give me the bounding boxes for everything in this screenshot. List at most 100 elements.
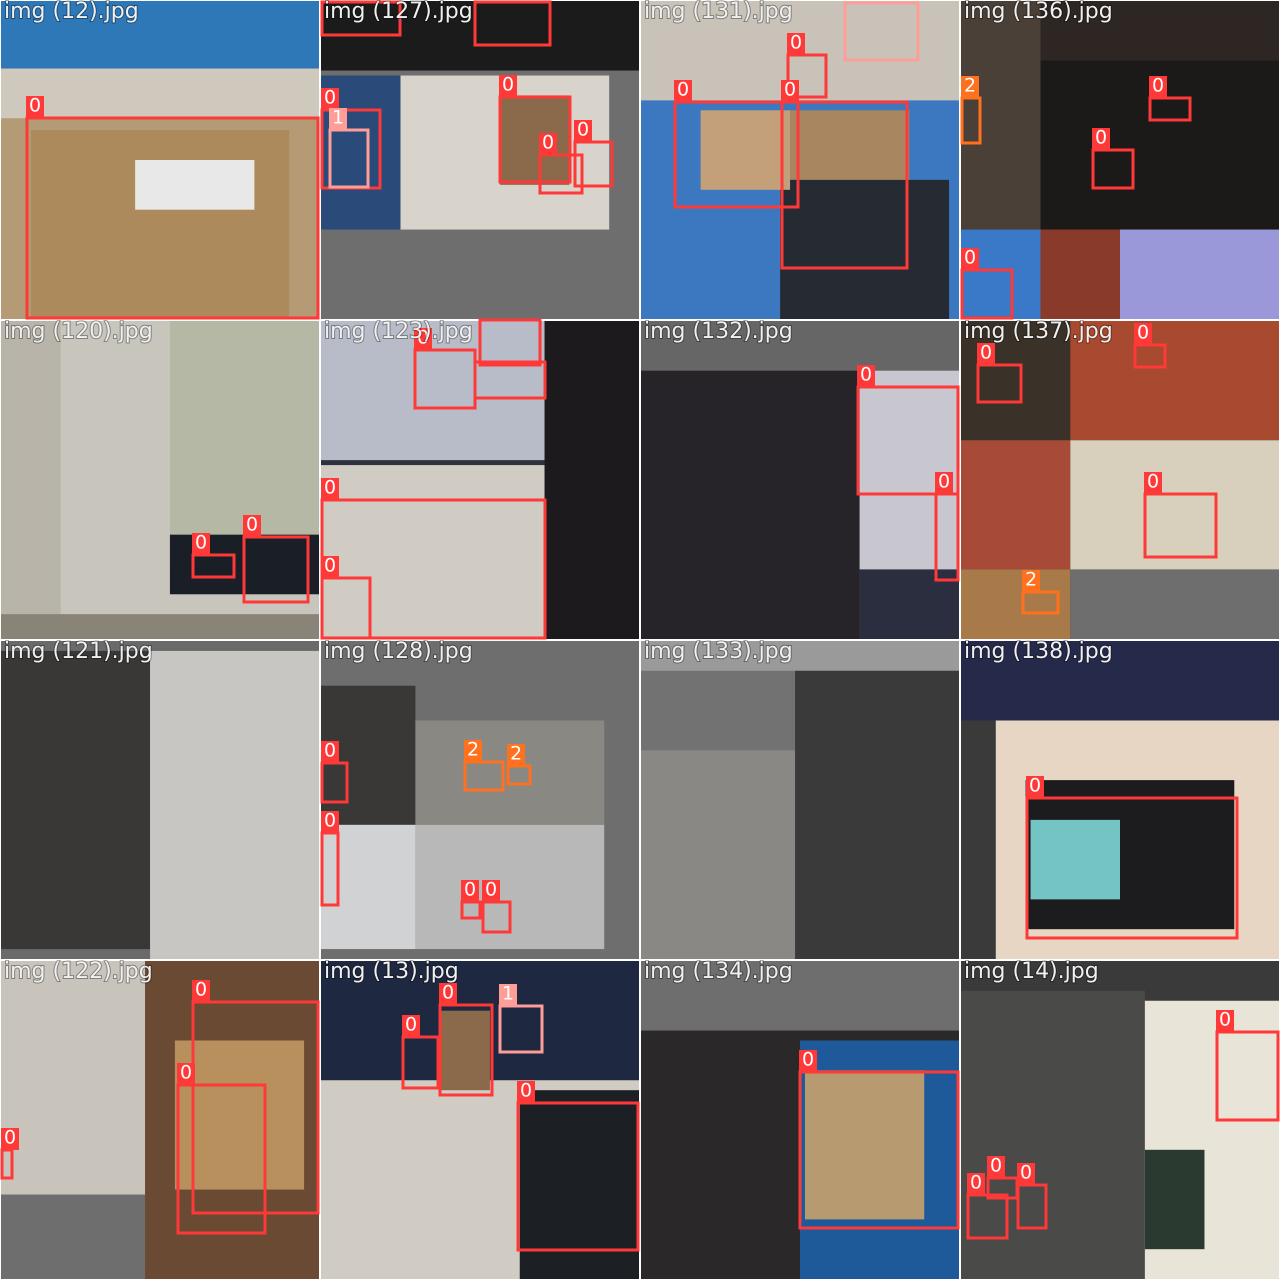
bounding-box (960, 268, 1014, 320)
class-label: 0 (4, 1127, 16, 1149)
photo-region (1144, 1149, 1205, 1250)
photo-region (961, 229, 1041, 319)
bounding-box (843, 1, 920, 62)
image-name: img (134).jpg (644, 959, 793, 984)
image-name: img (131).jpg (644, 0, 793, 24)
photo-region (961, 569, 1071, 639)
bounding-box (1215, 1030, 1280, 1122)
label-bg (1, 1128, 19, 1150)
label-bg (787, 33, 805, 55)
label-bg (414, 328, 432, 350)
image-name: img (123).jpg (324, 319, 473, 344)
image-name: img (13).jpg (324, 959, 459, 984)
photo-region (30, 130, 290, 319)
class-label: 0 (324, 555, 336, 577)
bounding-box (1148, 96, 1192, 122)
names: img (12).jpg img (127).jpg img (131).jpg im… (3, 0, 1114, 985)
image-name: img (138).jpg (964, 639, 1113, 664)
photo-region (1, 1, 319, 69)
class-label: 0 (860, 364, 872, 386)
class-label: 0 (1152, 75, 1164, 97)
bounding-box (438, 1003, 494, 1097)
label-bg (967, 1173, 985, 1195)
label-bg (243, 515, 261, 537)
class-label: 0 (1020, 1162, 1032, 1184)
class-label: 0 (29, 95, 41, 117)
bounding-box (966, 1193, 1009, 1240)
bounding-box (320, 576, 372, 640)
class-label: 0 (442, 982, 454, 1004)
photo-region (961, 440, 1071, 570)
image-name: img (121).jpg (4, 639, 153, 664)
label-bg (857, 365, 875, 387)
label-bg (321, 478, 339, 500)
class-label: 0 (1029, 775, 1041, 797)
image-name: img (128).jpg (324, 639, 473, 664)
image-name: img (122).jpg (4, 959, 153, 984)
photo-region (1, 321, 61, 639)
class-label: 0 (195, 532, 207, 554)
label-bg (1144, 472, 1162, 494)
bounding-box (976, 363, 1023, 404)
class-label: 0 (405, 1014, 417, 1036)
label-bg (1017, 1163, 1035, 1185)
photo-region (544, 321, 639, 639)
photo-region (519, 1090, 639, 1279)
class-label: 0 (964, 247, 976, 269)
bounding-box (1143, 492, 1218, 559)
class-label: 0 (577, 119, 589, 141)
image-name: img (14).jpg (964, 959, 1099, 984)
label-bg (507, 744, 525, 766)
image-name: img (136).jpg (964, 0, 1113, 24)
bounding-box (328, 128, 370, 189)
photo-region (150, 650, 319, 959)
class-label: 0 (1137, 322, 1149, 344)
label-bg (1216, 1010, 1234, 1032)
photo-region (961, 990, 1145, 1279)
class-label: 1 (332, 107, 344, 129)
photo-region (961, 641, 1279, 721)
class-label: 0 (938, 471, 950, 493)
photo-region (174, 1040, 305, 1190)
class-label: 0 (502, 74, 514, 96)
photo-region (321, 824, 416, 950)
class-label: 0 (990, 1155, 1002, 1177)
label-bg (674, 80, 692, 102)
photo-region (1040, 229, 1120, 319)
photo-region (1070, 321, 1279, 441)
class-label: 0 (324, 740, 336, 762)
label-bg (464, 740, 482, 762)
bounding-box (191, 1000, 320, 1215)
class-label: 0 (464, 879, 476, 901)
label-bg (321, 88, 339, 110)
label-bg (1092, 128, 1110, 150)
bounding-box (516, 1101, 640, 1252)
label-bg (781, 80, 799, 102)
bounding-box (1025, 796, 1239, 940)
photo-region (415, 720, 605, 825)
label-bg (192, 980, 210, 1002)
class-label: 0 (784, 79, 796, 101)
bounding-box (1091, 148, 1135, 190)
class-label: 0 (246, 514, 258, 536)
label-bg (1026, 776, 1044, 798)
bounding-box (176, 1083, 267, 1235)
photo-region (1120, 229, 1279, 319)
class-label: 0 (542, 132, 554, 154)
photo-region (961, 1, 1041, 230)
class-label: 0 (790, 32, 802, 54)
class-label: 0 (970, 1172, 982, 1194)
label-bg (539, 133, 557, 155)
bounding-box (538, 153, 584, 195)
photo-region (700, 110, 791, 190)
class-label: 0 (324, 87, 336, 109)
photo-region (440, 1010, 490, 1091)
class-label: 0 (485, 879, 497, 901)
label-bg (799, 1050, 817, 1072)
photo-region (135, 160, 255, 210)
label-bg (574, 120, 592, 142)
label-bg (321, 811, 339, 833)
bounding-box (25, 116, 320, 320)
photo-region (321, 465, 545, 639)
photo-region (804, 1070, 925, 1220)
